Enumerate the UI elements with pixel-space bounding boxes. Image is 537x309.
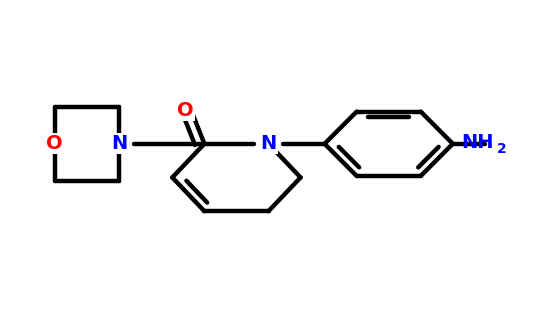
Text: O: O [47,134,63,153]
Text: 2: 2 [497,142,507,156]
Text: O: O [177,101,194,120]
Text: N: N [111,134,127,153]
Text: NH: NH [461,133,494,152]
Text: N: N [260,134,277,153]
